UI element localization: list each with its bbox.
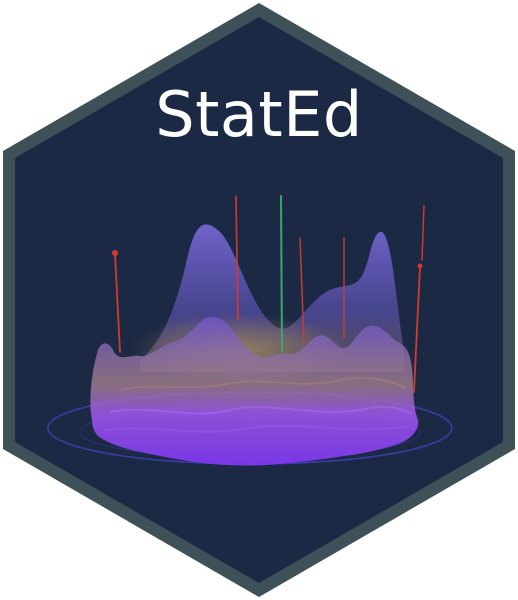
- surface-body: [90, 316, 419, 466]
- spikes: [112, 195, 425, 393]
- logo-title: StatEd: [155, 78, 363, 151]
